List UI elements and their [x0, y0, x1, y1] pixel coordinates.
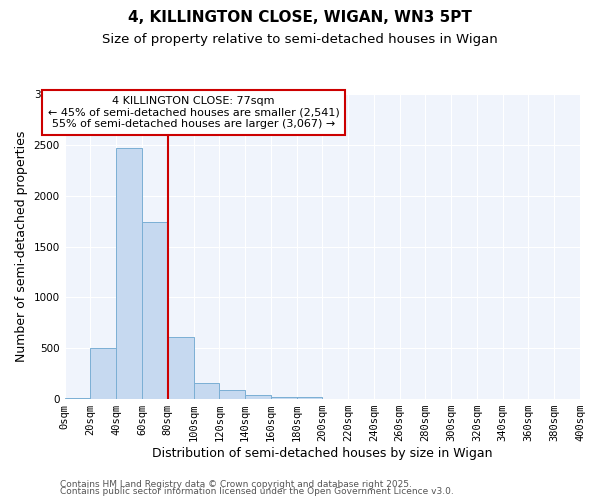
Bar: [142, 222, 168, 399]
Bar: [193, 383, 219, 399]
Bar: [91, 348, 116, 399]
Bar: [168, 337, 193, 399]
Text: 4, KILLINGTON CLOSE, WIGAN, WN3 5PT: 4, KILLINGTON CLOSE, WIGAN, WN3 5PT: [128, 10, 472, 25]
Text: 4 KILLINGTON CLOSE: 77sqm
← 45% of semi-detached houses are smaller (2,541)
55% : 4 KILLINGTON CLOSE: 77sqm ← 45% of semi-…: [47, 96, 340, 129]
Bar: [296, 397, 322, 399]
Bar: [65, 398, 91, 399]
Bar: [219, 390, 245, 399]
Text: Size of property relative to semi-detached houses in Wigan: Size of property relative to semi-detach…: [102, 32, 498, 46]
Text: Contains HM Land Registry data © Crown copyright and database right 2025.: Contains HM Land Registry data © Crown c…: [60, 480, 412, 489]
Bar: [116, 148, 142, 399]
X-axis label: Distribution of semi-detached houses by size in Wigan: Distribution of semi-detached houses by …: [152, 447, 493, 460]
Bar: [245, 395, 271, 399]
Text: Contains public sector information licensed under the Open Government Licence v3: Contains public sector information licen…: [60, 487, 454, 496]
Bar: [271, 396, 296, 399]
Y-axis label: Number of semi-detached properties: Number of semi-detached properties: [15, 131, 28, 362]
